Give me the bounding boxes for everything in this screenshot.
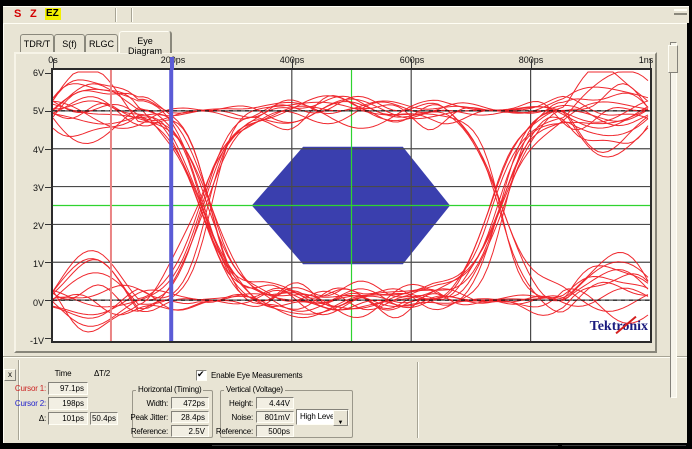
- noise-field[interactable]: 801mV: [256, 411, 294, 423]
- h-reference-label: Reference:: [122, 427, 168, 436]
- logo-z: Z: [30, 8, 37, 20]
- enable-eye-checkbox[interactable]: ✔: [196, 370, 207, 381]
- delta-time-field[interactable]: 101ps: [48, 412, 88, 425]
- cursor2-stub[interactable]: [170, 57, 174, 70]
- y-tick-label: 0V: [16, 298, 44, 308]
- dt2-column-header: ΔT/2: [84, 369, 120, 378]
- delta-label: Δ:: [8, 414, 46, 423]
- v-reference-label: Reference:: [210, 427, 253, 436]
- eye-diagram-plot[interactable]: [53, 70, 650, 341]
- checkmark-icon: ✔: [197, 370, 206, 379]
- toolbar-separator: [131, 8, 133, 22]
- width-field[interactable]: 472ps: [171, 397, 209, 409]
- vertical-voltage-title: Vertical (Voltage): [224, 385, 285, 394]
- noise-label: Noise:: [210, 413, 253, 422]
- peak-jitter-field[interactable]: 28.4ps: [171, 411, 209, 423]
- y-tick-label: 6V: [16, 68, 44, 78]
- toolbar: S Z EZ: [3, 6, 689, 23]
- status-bar-segment: [212, 445, 558, 446]
- dock-divider: [3, 356, 687, 358]
- x-tick-label: 600ps: [392, 55, 432, 65]
- tab-tdrt[interactable]: TDR/T: [20, 34, 54, 52]
- cursor1-time-field[interactable]: 97.1ps: [48, 382, 88, 395]
- h-reference-field[interactable]: 2.5V: [171, 425, 209, 437]
- height-field[interactable]: 4.44V: [256, 397, 294, 409]
- status-bar-segment: [562, 445, 686, 446]
- x-tick-label: 400ps: [272, 55, 312, 65]
- x-tick-label: 1ns: [626, 55, 666, 65]
- toolbar-grip[interactable]: [674, 9, 687, 15]
- tab-label: Eye Diagram: [128, 36, 162, 56]
- plot-frame: [51, 68, 652, 343]
- toolbar-separator: [115, 8, 117, 22]
- right-slider-track[interactable]: [670, 42, 677, 398]
- tab-eye-diagram[interactable]: Eye Diagram: [119, 31, 171, 53]
- dock-close-button[interactable]: x: [4, 369, 16, 381]
- v-reference-field[interactable]: 500ps: [256, 425, 294, 437]
- y-tick-label: 2V: [16, 221, 44, 231]
- peak-jitter-label: Peak Jitter:: [122, 413, 168, 422]
- y-tick-label: 3V: [16, 183, 44, 193]
- y-tick-label: -1V: [16, 336, 44, 346]
- y-tick-label: 1V: [16, 259, 44, 269]
- x-tick-label: 800ps: [511, 55, 551, 65]
- tektronix-logo: Tektronix: [566, 317, 648, 335]
- tab-label: S(f): [62, 39, 77, 49]
- cursor2-time-field[interactable]: 198ps: [48, 397, 88, 410]
- logo-ez-badge: EZ: [45, 8, 61, 20]
- dock-middle-separator: [417, 362, 419, 438]
- time-column-header: Time: [45, 369, 81, 378]
- width-label: Width:: [122, 399, 168, 408]
- level-select-value: High Level: [300, 412, 336, 421]
- close-x-glyph: x: [5, 370, 15, 379]
- enable-eye-label[interactable]: Enable Eye Measurements: [211, 371, 302, 380]
- tab-sf[interactable]: S(f): [54, 34, 85, 52]
- y-tick-label: 5V: [16, 106, 44, 116]
- tab-label: TDR/T: [24, 39, 51, 49]
- logo-s: S: [14, 8, 21, 20]
- height-label: Height:: [210, 399, 253, 408]
- app-window: { "toolbar": { "logo_s": "S", "logo_z": …: [0, 0, 692, 449]
- dropdown-arrow-button[interactable]: ▼: [333, 410, 348, 426]
- horizontal-timing-title: Horizontal (Timing): [136, 385, 203, 394]
- cursor2-label: Cursor 2:: [8, 399, 46, 408]
- right-slider-thumb[interactable]: [668, 45, 678, 73]
- level-select-dropdown[interactable]: High Level ▼: [296, 409, 349, 425]
- x-tick-label: 0s: [33, 55, 73, 65]
- tab-rlgc[interactable]: RLGC: [85, 34, 118, 52]
- tab-label: RLGC: [89, 39, 114, 49]
- y-tick-label: 4V: [16, 145, 44, 155]
- bottom-status-bar: [0, 443, 692, 449]
- chevron-down-icon: ▼: [338, 420, 344, 426]
- delta-half-field[interactable]: 50.4ps: [90, 412, 118, 425]
- cursor1-label: Cursor 1:: [8, 384, 46, 393]
